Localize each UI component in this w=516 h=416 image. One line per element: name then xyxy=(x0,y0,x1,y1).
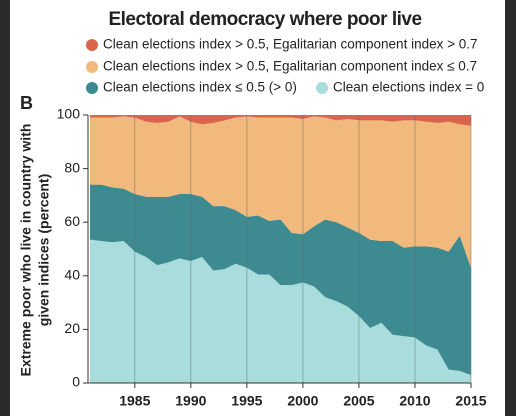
x-tick-label: 2005 xyxy=(343,393,374,409)
legend-swatch xyxy=(316,82,328,94)
x-tick-label: 1985 xyxy=(119,393,150,409)
x-tick-label: 2000 xyxy=(287,393,318,409)
y-tick-label: 40 xyxy=(64,267,80,283)
area xyxy=(90,115,471,126)
y-tick-label: 100 xyxy=(57,106,81,122)
legend-label: Clean elections index ≤ 0.5 (> 0) xyxy=(103,80,297,95)
legend-swatch xyxy=(86,39,98,51)
legend-swatch xyxy=(86,82,98,94)
y-label-group: Extreme poor who live in country with gi… xyxy=(18,124,52,377)
chart-title: Electoral democracy where poor live xyxy=(108,9,421,30)
x-tick-label: 1990 xyxy=(175,393,206,409)
y-tick-label: 80 xyxy=(64,159,80,175)
y-tick-label: 0 xyxy=(72,374,80,390)
x-tick-label: 2015 xyxy=(455,393,486,409)
y-tick-label: 60 xyxy=(64,213,80,229)
legend-label: Clean elections index > 0.5, Egalitarian… xyxy=(103,59,477,74)
legend-label: Clean elections index > 0.5, Egalitarian… xyxy=(103,37,478,52)
area xyxy=(90,239,471,383)
y-tick-label: 20 xyxy=(64,320,80,336)
y-axis-label: given indices (percent) xyxy=(36,174,52,326)
area xyxy=(90,116,471,268)
x-tick-label: 2010 xyxy=(399,393,430,409)
y-axis-label: Extreme poor who live in country with xyxy=(18,124,34,377)
legend-label: Clean elections index = 0 xyxy=(333,80,484,95)
legend-swatch xyxy=(86,61,98,73)
area xyxy=(90,184,471,375)
panel-label: B xyxy=(20,93,33,113)
x-tick-label: 1995 xyxy=(231,393,262,409)
